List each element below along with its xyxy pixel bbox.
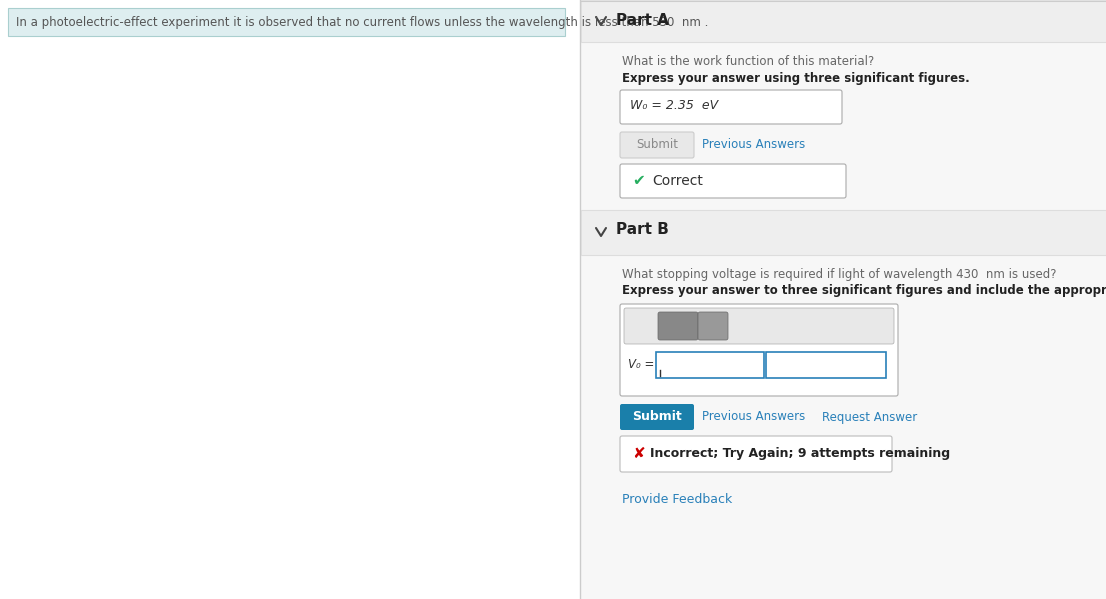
FancyBboxPatch shape bbox=[698, 312, 728, 340]
Text: Request Answer: Request Answer bbox=[822, 410, 917, 423]
Bar bbox=[581, 0, 1106, 599]
Text: Submit: Submit bbox=[636, 138, 678, 152]
FancyBboxPatch shape bbox=[620, 404, 693, 430]
Bar bbox=[581, 210, 1106, 255]
Text: Submit: Submit bbox=[633, 410, 682, 423]
Bar bbox=[8, 8, 565, 36]
Text: What is the work function of this material?: What is the work function of this materi… bbox=[622, 55, 874, 68]
Text: Express your answer using three significant figures.: Express your answer using three signific… bbox=[622, 72, 970, 85]
FancyBboxPatch shape bbox=[620, 436, 893, 472]
FancyBboxPatch shape bbox=[620, 90, 842, 124]
Text: Incorrect; Try Again; 9 attempts remaining: Incorrect; Try Again; 9 attempts remaini… bbox=[650, 447, 950, 461]
FancyBboxPatch shape bbox=[624, 308, 894, 344]
Text: Previous Answers: Previous Answers bbox=[702, 410, 805, 423]
Text: W₀ = 2.35  eV: W₀ = 2.35 eV bbox=[630, 99, 718, 112]
Text: Correct: Correct bbox=[653, 174, 703, 188]
FancyBboxPatch shape bbox=[658, 312, 698, 340]
Text: Part A: Part A bbox=[616, 13, 669, 28]
Text: Previous Answers: Previous Answers bbox=[702, 138, 805, 152]
Bar bbox=[581, 0, 1106, 42]
Bar bbox=[656, 352, 764, 378]
Text: Provide Feedback: Provide Feedback bbox=[622, 493, 732, 506]
Text: ✔: ✔ bbox=[632, 174, 645, 189]
FancyBboxPatch shape bbox=[620, 164, 846, 198]
Text: What stopping voltage is required if light of wavelength 430  nm is used?: What stopping voltage is required if lig… bbox=[622, 268, 1056, 281]
Text: In a photoelectric-effect experiment it is observed that no current flows unless: In a photoelectric-effect experiment it … bbox=[15, 16, 708, 29]
FancyBboxPatch shape bbox=[620, 132, 693, 158]
Bar bbox=[766, 352, 886, 378]
Text: V₀ =: V₀ = bbox=[628, 358, 655, 371]
Text: Express your answer to three significant figures and include the appropriate uni: Express your answer to three significant… bbox=[622, 284, 1106, 297]
FancyBboxPatch shape bbox=[620, 304, 898, 396]
Text: ✘: ✘ bbox=[632, 446, 645, 461]
Text: Part B: Part B bbox=[616, 222, 669, 237]
